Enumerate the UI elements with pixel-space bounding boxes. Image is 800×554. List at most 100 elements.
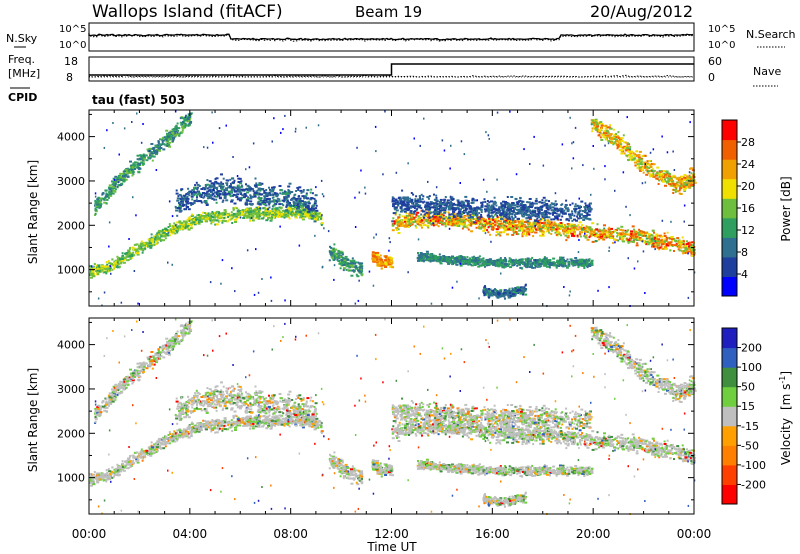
power-point bbox=[642, 231, 646, 234]
power-point bbox=[230, 213, 234, 216]
power-point bbox=[451, 255, 454, 258]
power-point bbox=[584, 208, 587, 211]
power-point bbox=[98, 266, 101, 269]
power-point bbox=[230, 216, 233, 219]
power-point bbox=[448, 213, 452, 216]
power-point bbox=[189, 227, 193, 230]
power-point bbox=[565, 207, 569, 210]
power-point bbox=[384, 259, 388, 262]
power-point bbox=[429, 212, 432, 215]
power-point bbox=[248, 189, 252, 192]
power-point bbox=[486, 229, 489, 232]
power-point bbox=[533, 209, 536, 212]
power-point bbox=[635, 244, 639, 247]
power-point bbox=[677, 248, 680, 251]
power-point bbox=[110, 262, 114, 265]
power-point bbox=[257, 184, 261, 186]
power-point bbox=[294, 202, 298, 205]
power-point bbox=[518, 229, 521, 232]
power-point bbox=[588, 213, 591, 216]
power-point bbox=[453, 202, 455, 205]
power-point bbox=[664, 247, 668, 250]
power-point bbox=[437, 217, 441, 220]
power-point bbox=[616, 227, 620, 230]
power-point bbox=[300, 200, 304, 203]
power-point bbox=[537, 207, 540, 209]
power-point bbox=[595, 235, 598, 238]
power-point bbox=[235, 196, 239, 198]
power-point bbox=[249, 210, 252, 213]
power-point bbox=[633, 228, 635, 231]
power-point bbox=[208, 184, 212, 187]
power-point bbox=[165, 136, 168, 139]
power-point bbox=[571, 213, 574, 216]
power-point bbox=[612, 241, 615, 244]
power-point bbox=[253, 195, 257, 198]
power-point bbox=[608, 230, 611, 233]
power-point bbox=[622, 231, 625, 234]
power-point bbox=[108, 266, 111, 269]
power-point bbox=[564, 206, 567, 209]
power-point bbox=[440, 205, 443, 207]
power-point bbox=[311, 192, 314, 195]
power-point bbox=[480, 201, 484, 204]
power-point bbox=[295, 207, 298, 210]
power-point bbox=[225, 189, 228, 192]
power-point bbox=[320, 222, 324, 225]
power-point bbox=[574, 208, 578, 210]
power-point bbox=[354, 266, 358, 269]
power-point bbox=[189, 117, 192, 120]
power-point bbox=[529, 230, 533, 233]
power-point bbox=[561, 215, 564, 218]
power-point bbox=[450, 196, 454, 199]
power-point bbox=[543, 211, 547, 214]
power-point bbox=[140, 154, 144, 157]
power-point bbox=[378, 262, 381, 265]
power-point bbox=[349, 264, 353, 267]
power-point bbox=[389, 265, 392, 268]
power-point bbox=[331, 252, 334, 255]
power-point bbox=[439, 198, 443, 201]
power-point bbox=[268, 203, 271, 206]
power-point bbox=[515, 198, 518, 201]
power-point bbox=[442, 217, 446, 220]
power-point bbox=[445, 216, 448, 218]
power-point bbox=[249, 200, 253, 203]
power-point bbox=[163, 136, 166, 139]
power-point bbox=[421, 255, 423, 258]
power-point bbox=[220, 212, 224, 215]
power-point bbox=[238, 188, 241, 191]
power-point bbox=[581, 231, 584, 234]
power-point bbox=[529, 202, 532, 205]
power-point bbox=[607, 228, 611, 230]
power-point bbox=[241, 185, 244, 188]
power-point bbox=[583, 227, 587, 230]
power-point bbox=[236, 188, 239, 191]
power-point bbox=[191, 213, 194, 216]
power-point bbox=[419, 197, 422, 200]
power-point bbox=[521, 215, 525, 218]
power-point bbox=[117, 266, 121, 269]
power-point bbox=[110, 190, 113, 193]
power-point bbox=[101, 197, 105, 200]
power-point bbox=[244, 188, 248, 191]
power-point bbox=[263, 214, 267, 217]
power-point bbox=[213, 183, 216, 185]
power-point bbox=[312, 207, 316, 210]
power-point bbox=[347, 269, 351, 272]
power-point bbox=[214, 178, 217, 181]
power-point bbox=[549, 228, 552, 231]
power-point bbox=[122, 261, 126, 264]
power-point bbox=[508, 217, 512, 220]
power-point bbox=[208, 217, 212, 220]
power-point bbox=[619, 237, 621, 240]
power-point bbox=[142, 154, 145, 157]
power-point bbox=[153, 243, 156, 246]
power-point bbox=[114, 188, 117, 191]
power-point bbox=[247, 196, 250, 199]
power-point bbox=[661, 247, 665, 250]
power-point bbox=[295, 198, 298, 200]
power-point bbox=[187, 217, 191, 220]
power-point bbox=[586, 238, 590, 241]
power-point bbox=[463, 209, 466, 212]
